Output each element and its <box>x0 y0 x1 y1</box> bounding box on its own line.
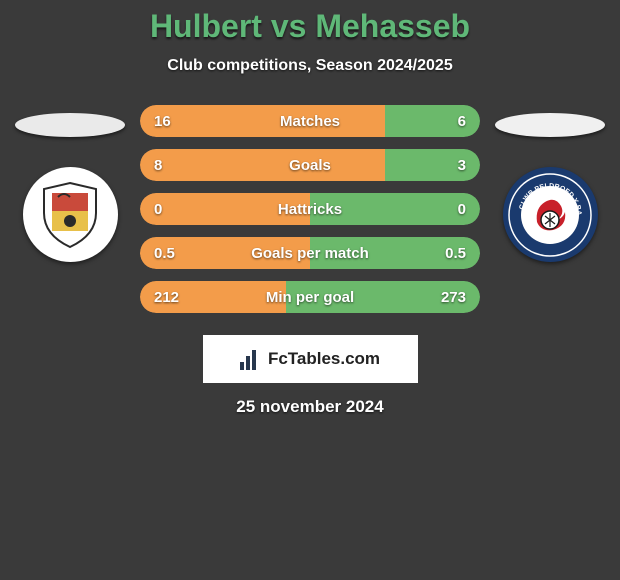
stat-value-right: 0 <box>458 201 466 218</box>
right-player-column: CLWB PELDROED Y BALA <box>490 105 610 262</box>
stat-label: Goals per match <box>140 245 480 262</box>
shield-icon <box>30 175 110 255</box>
comparison-widget: Hulbert vs Mehasseb Club competitions, S… <box>0 0 620 580</box>
stat-value-right: 0.5 <box>445 245 466 262</box>
subtitle: Club competitions, Season 2024/2025 <box>0 57 620 75</box>
stat-row-min-per-goal: 212 Min per goal 273 <box>140 281 480 313</box>
club-crest-right[interactable]: CLWB PELDROED Y BALA <box>503 167 598 262</box>
player-badge-ellipse-left <box>15 113 125 137</box>
stat-value-right: 3 <box>458 157 466 174</box>
stat-row-goals: 8 Goals 3 <box>140 149 480 181</box>
stat-label: Matches <box>140 113 480 130</box>
player-badge-ellipse-right <box>495 113 605 137</box>
comparison-date: 25 november 2024 <box>0 397 620 417</box>
stat-row-hattricks: 0 Hattricks 0 <box>140 193 480 225</box>
stat-row-goals-per-match: 0.5 Goals per match 0.5 <box>140 237 480 269</box>
left-player-column <box>10 105 130 262</box>
stat-value-right: 273 <box>441 289 466 306</box>
page-title: Hulbert vs Mehasseb <box>0 8 620 45</box>
main-area: 16 Matches 6 8 Goals 3 0 Hattricks 0 <box>0 105 620 313</box>
stat-row-matches: 16 Matches 6 <box>140 105 480 137</box>
logo-text: FcTables.com <box>268 349 380 369</box>
bars-icon <box>240 348 262 370</box>
stat-value-right: 6 <box>458 113 466 130</box>
fctables-logo[interactable]: FcTables.com <box>203 335 418 383</box>
stat-label: Hattricks <box>140 201 480 218</box>
stat-label: Goals <box>140 157 480 174</box>
stats-column: 16 Matches 6 8 Goals 3 0 Hattricks 0 <box>140 105 480 313</box>
club-crest-left[interactable] <box>23 167 118 262</box>
bala-crest-icon: CLWB PELDROED Y BALA <box>507 172 593 258</box>
stat-label: Min per goal <box>140 289 480 306</box>
